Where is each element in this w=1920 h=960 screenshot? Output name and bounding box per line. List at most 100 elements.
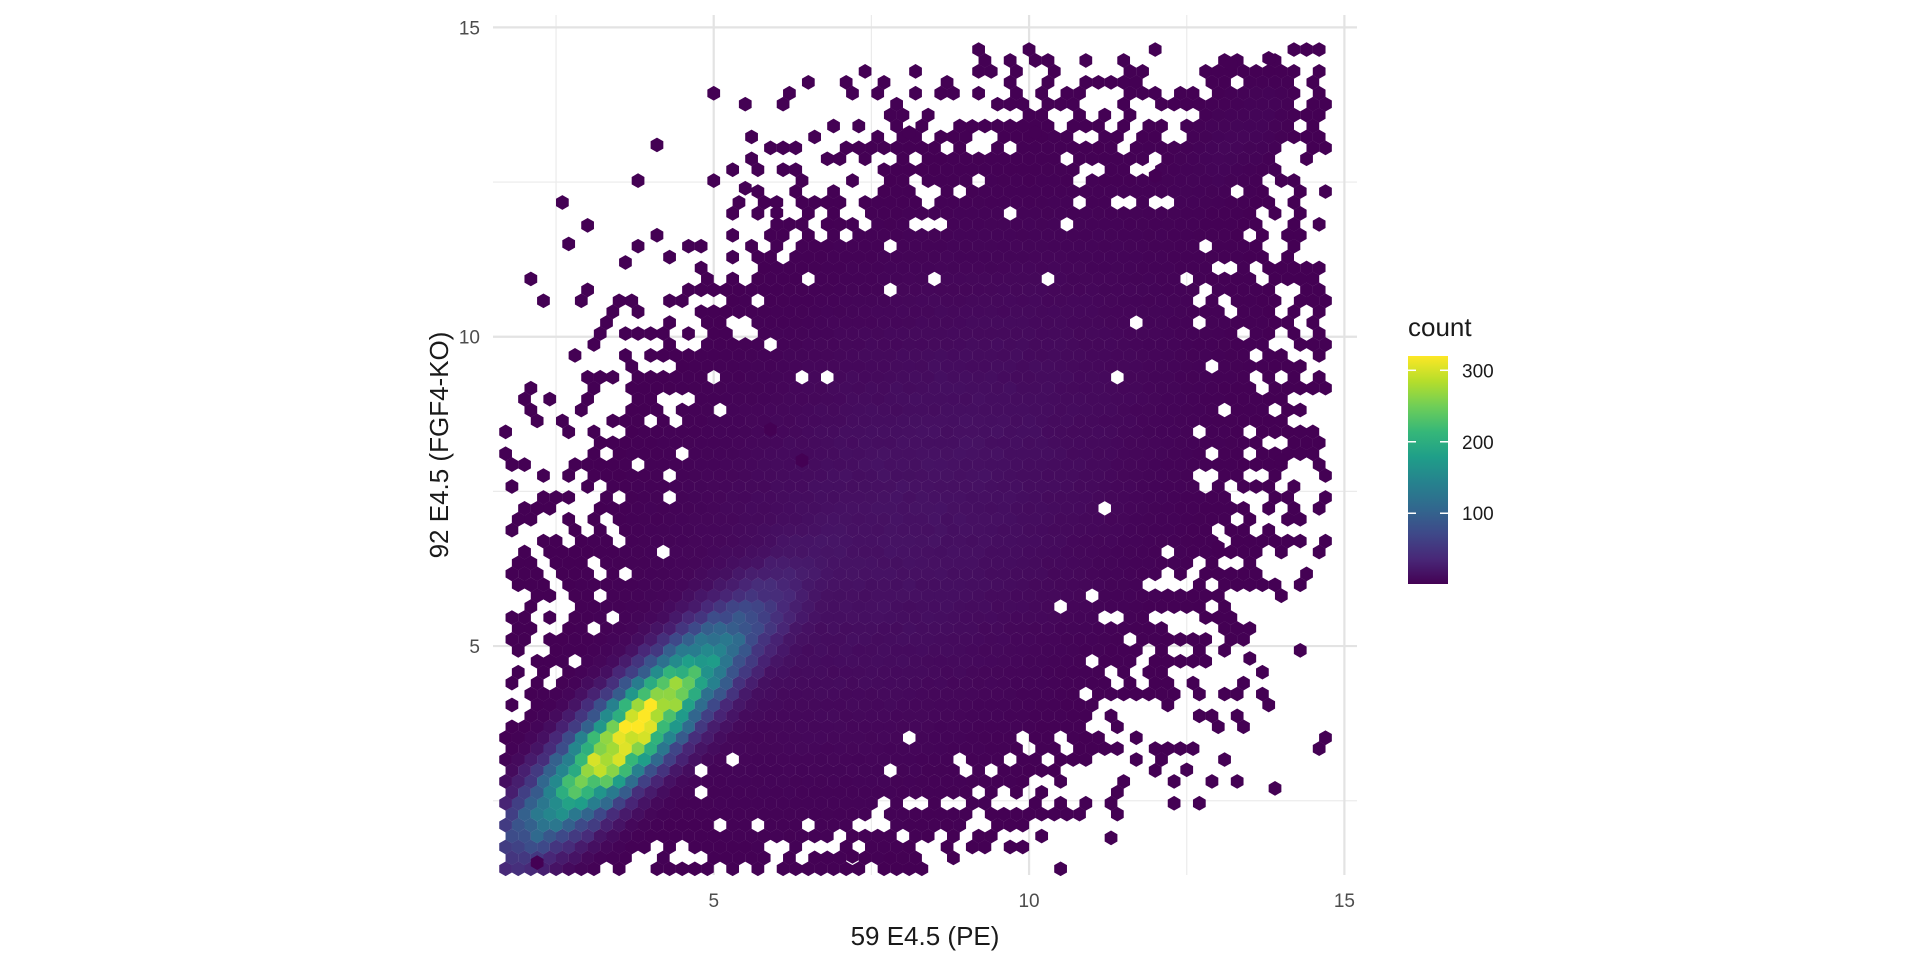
hex-cell	[1243, 140, 1257, 156]
hex-cell	[1066, 511, 1080, 527]
hex-cell	[568, 784, 582, 800]
hex-cell	[738, 424, 752, 440]
hex-cell	[757, 391, 771, 407]
hex-cell	[562, 817, 576, 833]
hex-cell	[1224, 632, 1238, 647]
hex-cell	[751, 315, 765, 330]
hex-cell	[972, 348, 985, 363]
hex-cell	[644, 719, 658, 735]
hex-cell	[827, 577, 840, 593]
hex-cell	[984, 173, 998, 188]
hex-cell	[883, 304, 897, 320]
hex-cell	[858, 675, 872, 691]
hex-cell	[707, 479, 721, 494]
hex-cell	[795, 632, 809, 647]
hex-cell	[732, 479, 746, 494]
hex-cell	[1035, 784, 1049, 800]
hex-cell	[732, 850, 746, 866]
hex-cell	[1205, 708, 1219, 724]
hex-cell	[701, 358, 714, 374]
x-tick-label: 15	[1334, 891, 1355, 912]
hex-cell	[865, 533, 878, 549]
hex-cell	[625, 446, 639, 462]
hex-cell	[625, 555, 639, 571]
hex-cell	[1180, 599, 1194, 615]
hex-cell	[669, 457, 683, 473]
hex-cell	[789, 599, 803, 615]
hex-cell	[972, 326, 985, 341]
hex-cell	[1180, 533, 1194, 549]
hex-cell	[852, 708, 866, 724]
hex-cell	[1306, 293, 1320, 309]
hex-cell	[1066, 96, 1080, 112]
hex-cell	[1085, 216, 1099, 232]
hex-cell	[1174, 588, 1187, 604]
hex-cell	[1029, 184, 1042, 199]
hex-cell	[890, 752, 903, 767]
hex-cell	[959, 479, 973, 494]
hex-cell	[732, 828, 746, 844]
hex-cell-outlier	[965, 119, 979, 134]
hex-cell	[757, 719, 771, 735]
hex-cell	[1174, 326, 1187, 341]
hex-cell	[1110, 348, 1124, 363]
hex-cell	[1180, 424, 1194, 440]
hex-cell	[732, 719, 746, 735]
hex-cell	[783, 850, 796, 866]
hex-cell	[1035, 435, 1049, 451]
hex-cell	[650, 402, 664, 418]
hex-cell	[738, 686, 752, 702]
hex-cell	[738, 599, 752, 615]
hex-cell	[965, 271, 979, 287]
hex-cell	[751, 795, 765, 811]
hex-cell	[1192, 511, 1206, 527]
hex-cell	[915, 468, 929, 483]
hex-cell	[1022, 173, 1036, 188]
hex-cell	[562, 642, 576, 658]
hex-cell	[991, 686, 1004, 702]
hex-cell	[499, 446, 512, 462]
hex-cell	[1129, 555, 1143, 571]
hex-cell	[1035, 282, 1049, 298]
hex-cell	[871, 326, 885, 341]
hex-cell	[1319, 293, 1332, 309]
hex-cell	[757, 806, 771, 822]
hex-cell	[619, 435, 632, 451]
hex-cell	[997, 500, 1011, 516]
hex-cell	[1186, 260, 1200, 276]
hex-cell	[852, 380, 866, 396]
hex-cell	[827, 380, 840, 396]
hex-cell	[1054, 708, 1067, 724]
hex-cell	[631, 369, 645, 385]
hex-cell	[1167, 271, 1181, 287]
hex-cell	[719, 566, 733, 582]
hex-cell	[934, 763, 948, 778]
hex-cell	[972, 391, 985, 407]
hex-cell	[1016, 358, 1030, 374]
hex-cell	[1123, 238, 1137, 254]
hex-cell	[1104, 293, 1118, 309]
hex-cell	[795, 326, 809, 341]
hex-cell	[1003, 118, 1017, 134]
hex-cell	[1167, 795, 1181, 811]
hex-cell	[1022, 697, 1036, 713]
hex-cell	[1047, 544, 1061, 560]
hex-cell	[537, 293, 550, 309]
hex-cell	[1174, 522, 1187, 538]
hex-cell	[814, 774, 828, 789]
hex-cell	[764, 140, 777, 156]
hex-cell	[593, 763, 607, 778]
hex-cell	[732, 369, 746, 385]
hex-cell	[934, 697, 948, 713]
hex-cell	[959, 806, 973, 822]
hex-cell	[1237, 566, 1250, 582]
hex-cell	[1148, 653, 1162, 669]
hex-cell	[783, 260, 796, 276]
hex-cell	[606, 566, 620, 582]
hex-cell	[675, 752, 689, 767]
hex-cell	[1029, 533, 1042, 549]
hex-cell	[656, 741, 670, 757]
hex-cell	[663, 730, 676, 746]
hex-cell	[1192, 249, 1206, 265]
hex-cell	[1047, 675, 1061, 691]
